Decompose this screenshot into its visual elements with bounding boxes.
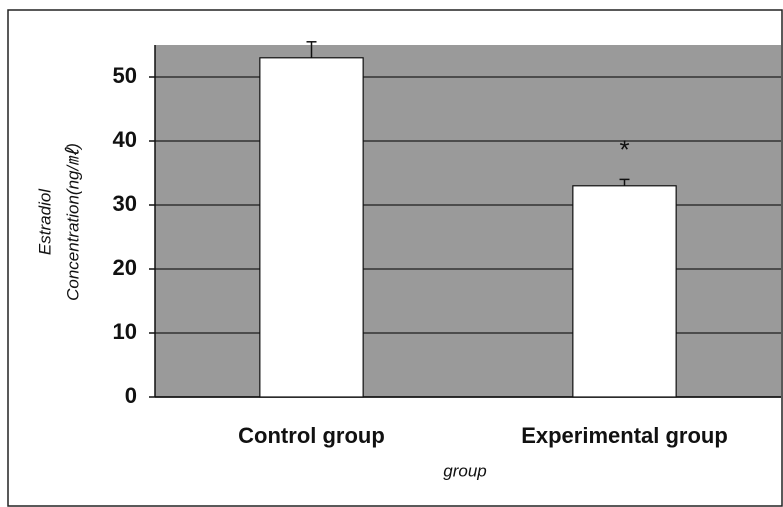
y-tick-label: 50 [113,63,137,88]
bar [259,57,364,398]
y-tick-label: 40 [113,127,137,152]
annotation: * [619,134,629,164]
x-tick-label: Experimental group [521,423,728,448]
y-tick-label: 20 [113,255,137,280]
y-axis-label: Estradiol Concentration(ng/㎖) [35,143,82,301]
y-axis-label-line: Estradiol [35,188,54,255]
bar [572,185,677,398]
y-axis-label-line: Concentration(ng/㎖) [63,143,82,301]
plot-area [155,45,781,397]
y-tick-label: 10 [113,319,137,344]
x-tick-label: Control group [238,423,385,448]
y-tick-label: 30 [113,191,137,216]
y-tick-label: 0 [125,383,137,408]
x-axis-label: group [443,461,486,480]
